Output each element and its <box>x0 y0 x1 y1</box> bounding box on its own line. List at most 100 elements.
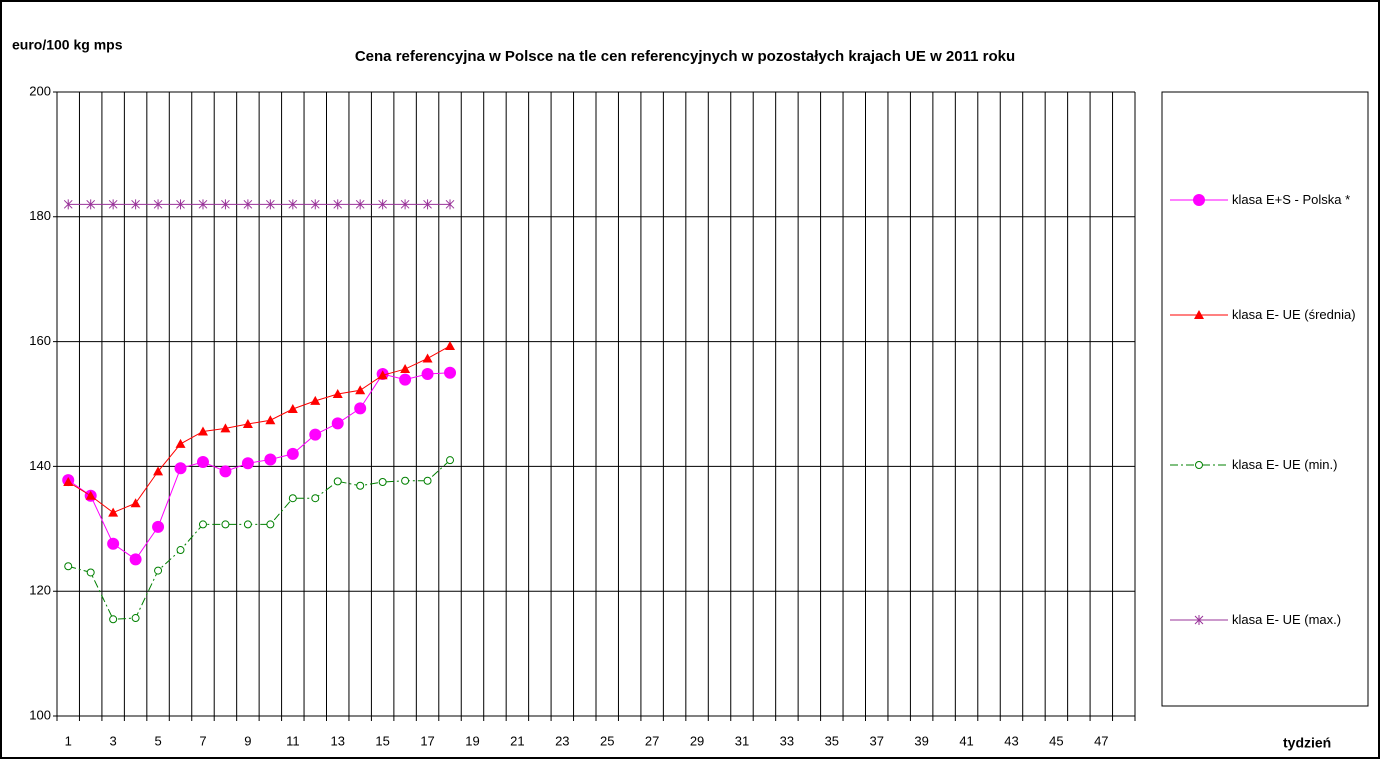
marker <box>219 465 232 478</box>
x-tick-label: 45 <box>1049 733 1063 748</box>
marker <box>378 199 387 210</box>
marker <box>332 389 343 399</box>
marker <box>446 456 455 465</box>
marker <box>107 537 120 550</box>
marker <box>400 364 411 374</box>
marker <box>356 481 365 490</box>
chart-title: Cena referencyjna w Polsce na tle cen re… <box>355 48 1015 65</box>
marker <box>445 199 455 210</box>
marker <box>310 395 321 405</box>
series-line <box>67 345 451 514</box>
legend-label: klasa E- UE (min.) <box>1232 457 1338 472</box>
y-tick-label: 200 <box>29 83 51 98</box>
marker <box>86 568 95 577</box>
marker <box>109 615 118 624</box>
x-tick-label: 41 <box>959 733 973 748</box>
marker <box>221 199 230 210</box>
x-tick-label: 17 <box>420 733 434 748</box>
x-tick-label: 21 <box>510 733 524 748</box>
marker <box>242 418 253 428</box>
marker <box>266 199 275 210</box>
marker <box>154 566 163 575</box>
marker <box>130 498 141 508</box>
marker <box>288 199 298 210</box>
x-tick-label: 25 <box>600 733 614 748</box>
marker <box>265 415 276 425</box>
marker <box>444 366 457 379</box>
x-tick-label: 19 <box>465 733 479 748</box>
x-tick-label: 33 <box>780 733 794 748</box>
marker <box>422 353 433 363</box>
x-tick-label: 43 <box>1004 733 1018 748</box>
legend-label: klasa E- UE (średnia) <box>1232 307 1356 322</box>
x-tick-label: 3 <box>110 733 117 748</box>
x-tick-label: 35 <box>825 733 839 748</box>
marker <box>423 199 432 210</box>
x-tick-label: 7 <box>199 733 206 748</box>
x-tick-label: 31 <box>735 733 749 748</box>
y-tick-label: 140 <box>29 458 51 473</box>
marker <box>129 553 142 566</box>
y-axis-label: euro/100 kg mps <box>12 37 123 53</box>
marker <box>333 477 342 486</box>
y-tick-label: 180 <box>29 208 51 223</box>
marker <box>131 614 140 623</box>
x-tick-label: 15 <box>375 733 389 748</box>
marker <box>176 546 185 555</box>
x-tick-label: 47 <box>1094 733 1108 748</box>
marker <box>85 490 96 500</box>
x-tick-label: 13 <box>330 733 344 748</box>
marker <box>333 199 343 210</box>
marker <box>243 520 252 529</box>
marker <box>108 507 119 517</box>
marker <box>64 562 73 571</box>
marker <box>198 199 208 210</box>
marker <box>175 438 186 448</box>
marker <box>355 385 366 395</box>
marker <box>108 199 118 210</box>
marker <box>198 520 207 529</box>
marker <box>174 462 187 475</box>
marker <box>176 199 185 210</box>
marker <box>399 373 412 386</box>
marker <box>378 478 387 486</box>
marker <box>1195 461 1203 469</box>
marker <box>445 340 456 350</box>
y-tick-label: 100 <box>29 707 51 722</box>
marker <box>311 494 320 503</box>
marker <box>264 453 277 466</box>
marker <box>355 199 365 210</box>
marker <box>287 403 298 413</box>
marker <box>153 199 163 210</box>
marker <box>131 199 140 210</box>
marker <box>243 199 253 210</box>
marker <box>331 417 344 430</box>
legend-label: klasa E+S - Polska * <box>1232 192 1351 207</box>
x-tick-label: 23 <box>555 733 569 748</box>
marker <box>221 520 230 529</box>
marker <box>309 428 322 441</box>
x-tick-label: 37 <box>869 733 883 748</box>
x-tick-label: 9 <box>244 733 251 748</box>
marker <box>63 477 74 486</box>
marker <box>197 426 208 436</box>
marker <box>152 520 165 533</box>
x-tick-label: 27 <box>645 733 659 748</box>
marker <box>1194 615 1204 625</box>
x-tick-label: 5 <box>154 733 161 748</box>
marker <box>288 494 297 503</box>
marker <box>266 520 275 529</box>
y-tick-label: 120 <box>29 583 51 598</box>
x-tick-label: 1 <box>65 733 72 748</box>
marker <box>310 199 320 210</box>
x-tick-label: 11 <box>286 733 300 748</box>
marker <box>423 476 432 485</box>
marker <box>63 199 73 210</box>
marker <box>241 457 254 470</box>
marker <box>354 402 367 415</box>
marker <box>421 368 434 381</box>
legend-box <box>1161 91 1369 707</box>
